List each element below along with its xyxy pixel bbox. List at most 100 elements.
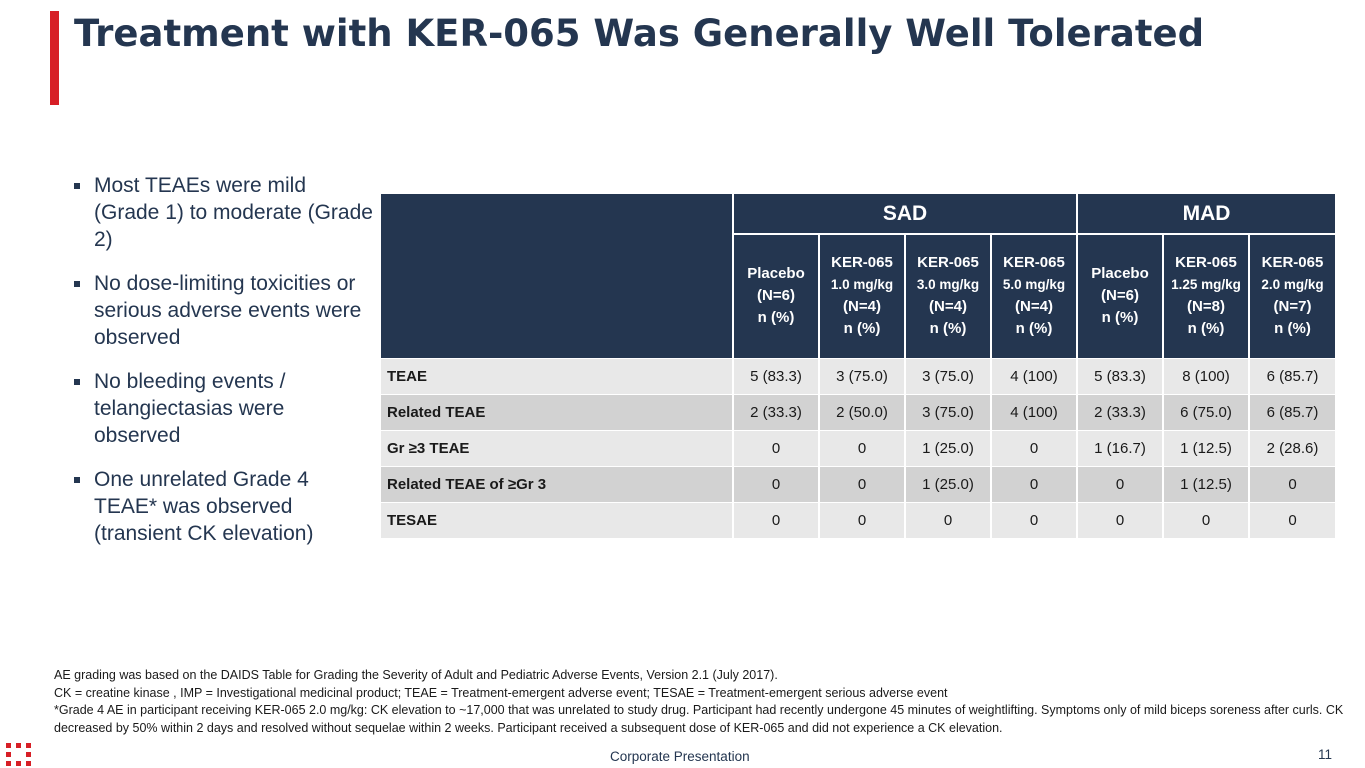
page-title: Treatment with KER-065 Was Generally Wel… <box>74 12 1205 55</box>
table-row: Related TEAE of ≥Gr 3 0 0 1 (25.0) 0 0 1… <box>381 465 1335 502</box>
table-cell: 1 (25.0) <box>904 465 991 502</box>
footer-label: Corporate Presentation <box>610 749 750 764</box>
table-cell: 2 (33.3) <box>1076 393 1163 430</box>
footnote: CK = creatine kinase , IMP = Investigati… <box>54 685 948 700</box>
table-cell: 0 <box>990 501 1077 538</box>
row-label: TEAE <box>381 357 733 394</box>
column-unit: n (%) <box>843 320 881 338</box>
table-cell: 1 (25.0) <box>904 429 991 466</box>
bullet-item: Most TEAEs were mild (Grade 1) to modera… <box>74 172 374 253</box>
column-unit: n (%) <box>1015 320 1053 338</box>
bullet-text: One unrelated Grade 4 TEAE* was observed… <box>94 468 314 545</box>
column-dose: 1.0 mg/kg <box>830 277 894 293</box>
column-unit: n (%) <box>757 309 795 327</box>
column-header: KER-065 1.0 mg/kg (N=4) n (%) <box>818 233 905 358</box>
table-cell: 6 (85.7) <box>1248 393 1335 430</box>
table-cell: 0 <box>990 429 1077 466</box>
table-cell: 1 (12.5) <box>1162 429 1249 466</box>
table-row: Gr ≥3 TEAE 0 0 1 (25.0) 0 1 (16.7) 1 (12… <box>381 429 1335 466</box>
table-row: Related TEAE 2 (33.3) 2 (50.0) 3 (75.0) … <box>381 393 1335 430</box>
table-cell: 3 (75.0) <box>904 357 991 394</box>
bullet-square-icon <box>74 183 80 189</box>
table-cell: 3 (75.0) <box>904 393 991 430</box>
table-cell: 0 <box>732 429 819 466</box>
column-dose: 5.0 mg/kg <box>1002 277 1066 293</box>
row-label: Related TEAE <box>381 393 733 430</box>
table-cell: 0 <box>904 501 991 538</box>
table-cell: 0 <box>818 465 905 502</box>
table-cell: 0 <box>1248 465 1335 502</box>
footnote: AE grading was based on the DAIDS Table … <box>54 668 778 682</box>
title-accent-bar <box>50 11 59 105</box>
column-header: KER-065 1.25 mg/kg (N=8) n (%) <box>1162 233 1249 358</box>
footnote: *Grade 4 AE in participant receiving KER… <box>54 703 1344 735</box>
column-header: KER-065 2.0 mg/kg (N=7) n (%) <box>1248 233 1335 358</box>
table-cell: 3 (75.0) <box>818 357 905 394</box>
table-cell: 0 <box>990 465 1077 502</box>
column-n: (N=6) <box>757 287 795 305</box>
column-name: Placebo <box>747 265 805 283</box>
table-cell: 6 (75.0) <box>1162 393 1249 430</box>
bullet-text: No bleeding events / telangiectasias wer… <box>94 370 286 447</box>
table-cell: 1 (16.7) <box>1076 429 1163 466</box>
table-cell: 0 <box>1248 501 1335 538</box>
column-name: Placebo <box>1091 265 1149 283</box>
column-dose: 3.0 mg/kg <box>916 277 980 293</box>
table-cell: 0 <box>1162 501 1249 538</box>
table-corner-cell <box>381 194 734 358</box>
table-cell: 0 <box>1076 501 1163 538</box>
column-n: (N=7) <box>1273 298 1312 316</box>
bullet-text: Most TEAEs were mild (Grade 1) to modera… <box>94 174 373 251</box>
column-header: Placebo (N=6) n (%) <box>1076 233 1163 358</box>
table-cell: 0 <box>1076 465 1163 502</box>
row-label: Gr ≥3 TEAE <box>381 429 733 466</box>
table-cell: 2 (33.3) <box>732 393 819 430</box>
table-cell: 5 (83.3) <box>1076 357 1163 394</box>
column-header: KER-065 3.0 mg/kg (N=4) n (%) <box>904 233 991 358</box>
column-name: KER-065 <box>1003 254 1065 272</box>
table-cell: 0 <box>818 501 905 538</box>
company-logo-icon <box>6 743 31 766</box>
column-n: (N=6) <box>1101 287 1139 305</box>
column-n: (N=4) <box>1015 298 1053 316</box>
table-cell: 6 (85.7) <box>1248 357 1335 394</box>
row-label: Related TEAE of ≥Gr 3 <box>381 465 733 502</box>
bullet-item: No bleeding events / telangiectasias wer… <box>74 368 374 449</box>
bullet-text: No dose-limiting toxicities or serious a… <box>94 272 362 349</box>
bullet-item: One unrelated Grade 4 TEAE* was observed… <box>74 466 374 547</box>
page-number: 11 <box>1317 747 1332 762</box>
bullet-square-icon <box>74 379 80 385</box>
table-cell: 5 (83.3) <box>732 357 819 394</box>
table-cell: 0 <box>732 465 819 502</box>
footnotes: AE grading was based on the DAIDS Table … <box>54 667 1344 737</box>
table-cell: 4 (100) <box>990 393 1077 430</box>
group-header-mad: MAD <box>1076 194 1335 234</box>
column-n: (N=4) <box>929 298 967 316</box>
table-cell: 0 <box>818 429 905 466</box>
bullet-square-icon <box>74 477 80 483</box>
column-name: KER-065 <box>1175 254 1237 272</box>
table-cell: 4 (100) <box>990 357 1077 394</box>
table-cell: 0 <box>732 501 819 538</box>
adverse-events-table: SAD MAD Placebo (N=6) n (%) KER-065 1.0 … <box>381 194 1335 538</box>
table-cell: 1 (12.5) <box>1162 465 1249 502</box>
table-cell: 8 (100) <box>1162 357 1249 394</box>
column-name: KER-065 <box>1261 254 1324 272</box>
bullet-list: Most TEAEs were mild (Grade 1) to modera… <box>74 172 374 564</box>
table-cell: 2 (28.6) <box>1248 429 1335 466</box>
column-unit: n (%) <box>929 320 967 338</box>
column-dose: 1.25 mg/kg <box>1171 277 1241 293</box>
group-header-sad: SAD <box>732 194 1077 234</box>
column-dose: 2.0 mg/kg <box>1261 277 1324 293</box>
column-header: KER-065 5.0 mg/kg (N=4) n (%) <box>990 233 1077 358</box>
column-unit: n (%) <box>1187 320 1225 338</box>
column-n: (N=8) <box>1187 298 1225 316</box>
table-row: TEAE 5 (83.3) 3 (75.0) 3 (75.0) 4 (100) … <box>381 357 1335 394</box>
column-n: (N=4) <box>843 298 881 316</box>
column-name: KER-065 <box>831 254 893 272</box>
bullet-item: No dose-limiting toxicities or serious a… <box>74 270 374 351</box>
table-cell: 2 (50.0) <box>818 393 905 430</box>
row-label: TESAE <box>381 501 733 538</box>
bullet-square-icon <box>74 281 80 287</box>
column-unit: n (%) <box>1274 320 1311 338</box>
